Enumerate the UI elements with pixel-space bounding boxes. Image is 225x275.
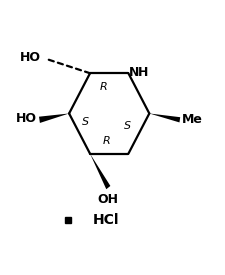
Text: HCl: HCl <box>93 213 119 227</box>
Text: H: H <box>138 66 148 79</box>
Text: N: N <box>129 66 140 79</box>
Text: R: R <box>100 82 108 92</box>
Text: S: S <box>124 121 131 131</box>
Text: S: S <box>82 117 89 127</box>
Text: OH: OH <box>98 193 119 206</box>
Text: R: R <box>103 136 110 146</box>
Polygon shape <box>90 154 110 189</box>
Polygon shape <box>39 114 69 123</box>
Text: Me: Me <box>182 113 203 126</box>
Text: HO: HO <box>16 112 37 125</box>
Text: HO: HO <box>20 51 41 64</box>
Polygon shape <box>149 114 180 122</box>
